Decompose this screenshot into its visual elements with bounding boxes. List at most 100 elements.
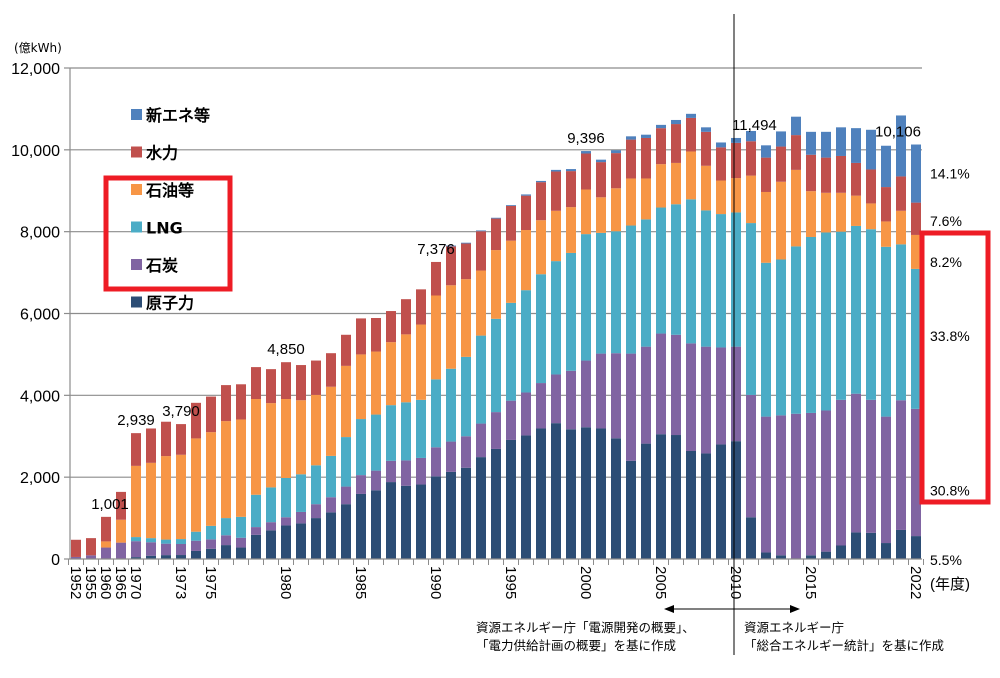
bar-segment-2020-4 xyxy=(881,187,891,222)
bar-segment-1993-2 xyxy=(476,335,486,424)
bar-segment-1986-2 xyxy=(371,414,381,471)
bar-segment-2014-5 xyxy=(791,116,801,136)
bar-segment-2001-2 xyxy=(596,232,606,354)
bar-segment-1987-4 xyxy=(386,311,396,343)
x-tick-label: 1952 xyxy=(67,566,84,599)
bar-segment-1960-3 xyxy=(101,541,111,548)
bar-segment-1981-1 xyxy=(296,511,306,524)
bar-segment-2008-5 xyxy=(701,127,711,132)
bar-segment-1987-3 xyxy=(386,342,396,406)
bar-segment-1979-2 xyxy=(266,487,276,523)
bar-segment-1991-0 xyxy=(446,471,456,559)
bar-segment-2001-0 xyxy=(596,428,606,559)
legend-swatch xyxy=(131,184,142,195)
share-label: 8.2% xyxy=(930,254,962,270)
bar-segment-1981-3 xyxy=(296,400,306,475)
bar-segment-2002-5 xyxy=(611,150,621,154)
bar-segment-2018-5 xyxy=(851,128,861,163)
bar-segment-1992-4 xyxy=(461,243,471,280)
bar-segment-2008-4 xyxy=(701,131,711,166)
bar-segment-2021-5 xyxy=(896,115,906,177)
bar-segment-1984-0 xyxy=(341,504,351,559)
bar-segment-2016-4 xyxy=(821,157,831,193)
source-right-line2: 「総合エネルギー統計」を基に作成 xyxy=(744,638,944,653)
bar-segment-1971-3 xyxy=(146,462,156,539)
bar-segment-2016-0 xyxy=(821,551,831,559)
bar-segment-1989-0 xyxy=(416,484,426,559)
bars xyxy=(71,113,921,559)
bar-segment-1994-4 xyxy=(491,218,501,251)
bar-segment-2005-1 xyxy=(656,333,666,435)
bar-segment-2007-1 xyxy=(686,343,696,451)
bar-segment-1973-3 xyxy=(176,454,186,540)
bar-segment-1977-4 xyxy=(236,384,246,420)
share-highlight-box xyxy=(919,230,991,505)
bar-segment-2014-3 xyxy=(791,169,801,247)
bar-segment-1979-3 xyxy=(266,403,276,488)
bar-segment-1992-1 xyxy=(461,436,471,468)
bar-segment-2005-2 xyxy=(656,207,666,334)
legend-swatch xyxy=(131,109,142,120)
bar-segment-2004-4 xyxy=(641,137,651,179)
bar-segment-1994-3 xyxy=(491,250,501,319)
total-label: 1,001 xyxy=(91,496,129,513)
bar-segment-2021-0 xyxy=(896,529,906,559)
bar-segment-1987-1 xyxy=(386,460,396,483)
bar-segment-1986-1 xyxy=(371,470,381,491)
bar-segment-1989-3 xyxy=(416,324,426,400)
x-tick-label: 1975 xyxy=(202,566,219,599)
bar-segment-2015-0 xyxy=(806,555,816,559)
y-tick-label: 8,000 xyxy=(20,225,60,242)
bar-segment-1965-4 xyxy=(116,491,126,520)
bar-segment-1978-4 xyxy=(251,367,261,400)
bar-segment-1982-3 xyxy=(311,394,321,466)
bar-segment-1960-4 xyxy=(101,516,111,542)
bar-segment-1988-3 xyxy=(401,334,411,403)
bar-segment-1998-4 xyxy=(551,171,561,211)
bar-segment-2015-5 xyxy=(806,131,816,155)
bar-segment-1972-2 xyxy=(161,539,171,544)
bar-segment-2021-1 xyxy=(896,400,906,530)
bar-segment-2017-4 xyxy=(836,155,846,193)
bar-segment-1978-0 xyxy=(251,534,261,559)
bar-segment-2010-2 xyxy=(731,212,741,347)
bar-segment-2000-4 xyxy=(581,153,591,190)
bar-segment-1990-1 xyxy=(431,447,441,477)
bar-segment-2010-5 xyxy=(731,137,741,143)
bar-segment-1973-4 xyxy=(176,424,186,455)
bar-segment-2002-1 xyxy=(611,353,621,439)
bar-segment-2015-1 xyxy=(806,412,816,556)
bar-segment-2014-1 xyxy=(791,413,801,559)
bar-segment-1952-4 xyxy=(71,539,81,557)
bar-segment-2004-3 xyxy=(641,178,651,220)
bar-segment-1960-1 xyxy=(101,547,111,559)
bar-segment-1995-3 xyxy=(506,240,516,303)
share-labels-2022: 14.1% 7.6% 8.2% 33.8% 30.8% 5.5% xyxy=(930,166,970,568)
bar-segment-1992-5 xyxy=(461,242,471,244)
bar-segment-2019-3 xyxy=(866,203,876,230)
bar-segment-1981-0 xyxy=(296,523,306,559)
x-tick-label: 2010 xyxy=(727,566,744,599)
bar-segment-2007-0 xyxy=(686,450,696,559)
bar-segment-1987-2 xyxy=(386,405,396,461)
bar-segment-1975-4 xyxy=(206,396,216,433)
bar-segment-2019-1 xyxy=(866,399,876,533)
bar-segment-2003-5 xyxy=(626,136,636,140)
bar-segment-1978-2 xyxy=(251,494,261,528)
bar-segment-2003-1 xyxy=(626,353,636,461)
bar-segment-2011-5 xyxy=(746,131,756,142)
y-tick-labels: 0 2,000 4,000 6,000 8,000 10,000 12,000 xyxy=(11,61,60,569)
legend-label: 水力 xyxy=(146,144,178,163)
bar-segment-1971-2 xyxy=(146,538,156,543)
x-tick-label: 2000 xyxy=(577,566,594,599)
bar-segment-1985-1 xyxy=(356,475,366,494)
bar-segment-2015-4 xyxy=(806,154,816,192)
x-tick-label: 2015 xyxy=(802,566,819,599)
legend-swatch xyxy=(131,146,142,158)
bar-segment-2007-5 xyxy=(686,113,696,118)
y-tick-label: 4,000 xyxy=(20,388,60,405)
bar-segment-1999-3 xyxy=(566,207,576,253)
bar-segment-1997-5 xyxy=(536,180,546,183)
bar-segment-1997-4 xyxy=(536,182,546,221)
